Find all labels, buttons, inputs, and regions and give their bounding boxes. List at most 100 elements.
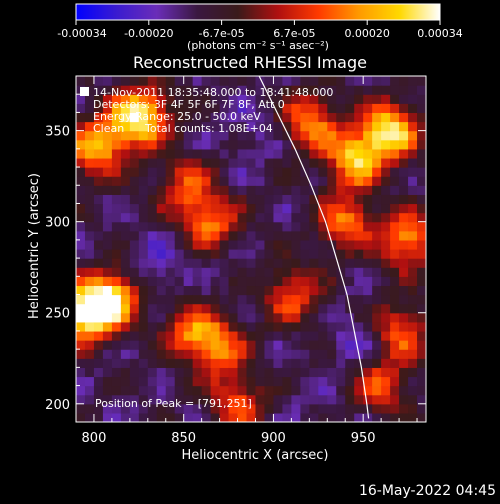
heatmap-cell <box>147 94 158 104</box>
heatmap-cell <box>345 121 355 132</box>
heatmap-cell <box>273 76 284 86</box>
heatmap-cell <box>210 121 221 132</box>
heatmap-cell <box>237 85 248 95</box>
heatmap-cell <box>273 203 284 214</box>
heatmap-cell <box>363 276 373 287</box>
heatmap-cell <box>156 121 167 132</box>
heatmap-cell <box>219 367 230 378</box>
colorbar-tick-label: -0.00020 <box>124 27 173 40</box>
heatmap-cell <box>336 303 346 314</box>
heatmap-cell <box>282 249 292 259</box>
heatmap-cell <box>408 258 418 268</box>
heatmap-cell <box>264 167 275 177</box>
heatmap-cell <box>192 385 203 396</box>
heatmap-cell <box>219 340 230 350</box>
heatmap-cell <box>327 312 337 323</box>
heatmap-cell <box>76 258 86 268</box>
heatmap-cell <box>246 94 257 104</box>
heatmap-cell <box>111 367 122 378</box>
heatmap-cell <box>282 412 292 422</box>
heatmap-cell <box>84 385 95 396</box>
heatmap-cell <box>183 349 194 359</box>
heatmap-cell <box>102 403 113 414</box>
heatmap-cell <box>255 285 266 296</box>
heatmap-cell <box>408 385 418 396</box>
heatmap-cell <box>165 412 176 422</box>
heatmap-cell <box>210 167 221 177</box>
heatmap-cell <box>138 139 149 150</box>
heatmap-cell <box>282 167 292 177</box>
heatmap-cell <box>336 103 346 114</box>
heatmap-cell <box>228 221 239 232</box>
heatmap-cell <box>228 358 239 368</box>
heatmap-cell <box>264 303 275 314</box>
heatmap-cell <box>246 85 257 95</box>
heatmap-cell <box>336 76 346 86</box>
heatmap-cell <box>264 194 275 205</box>
heatmap-cell <box>183 358 194 368</box>
heatmap-cell <box>183 376 194 387</box>
heatmap-cell <box>120 367 131 378</box>
heatmap-cell <box>318 267 328 277</box>
heatmap-cell <box>210 148 221 159</box>
heatmap-cell <box>192 258 203 268</box>
heatmap-cell <box>156 185 167 195</box>
heatmap-cell <box>228 385 239 396</box>
heatmap-cell <box>390 294 400 305</box>
heatmap-cell <box>165 258 176 268</box>
heatmap-cell <box>183 249 194 259</box>
heatmap-cell <box>264 249 275 259</box>
heatmap-cell <box>76 230 86 241</box>
heatmap-cell <box>237 385 248 396</box>
heatmap-cell <box>354 130 364 141</box>
heatmap-cell <box>282 349 292 359</box>
heatmap-cell <box>327 367 337 378</box>
heatmap-cell <box>174 239 185 250</box>
heatmap-cell <box>417 112 426 123</box>
heatmap-cell <box>183 340 194 350</box>
heatmap-cell <box>156 376 167 387</box>
heatmap-cell <box>84 103 95 114</box>
heatmap-cell <box>165 130 176 141</box>
heatmap-cell <box>219 349 230 359</box>
heatmap-cell <box>282 340 292 350</box>
heatmap-cell <box>111 330 122 341</box>
heatmap-cell <box>219 139 230 150</box>
heatmap-cell <box>372 340 382 350</box>
heatmap-cell <box>147 303 158 314</box>
heatmap-cell <box>165 212 176 223</box>
heatmap-cell <box>147 194 158 205</box>
heatmap-cell <box>318 76 328 86</box>
heatmap-cell <box>354 157 364 168</box>
heatmap-cell <box>237 103 248 114</box>
heatmap-cell <box>381 340 391 350</box>
heatmap-cell <box>183 312 194 323</box>
heatmap-cell <box>138 176 149 186</box>
heatmap-cell <box>156 203 167 214</box>
heatmap-cell <box>372 194 382 205</box>
heatmap-cell <box>282 358 292 368</box>
heatmap-cell <box>309 330 319 341</box>
heatmap-cell <box>417 94 426 104</box>
heatmap-cell <box>282 103 292 114</box>
heatmap-cell <box>372 157 382 168</box>
heatmap-cell <box>138 312 149 323</box>
heatmap-cell <box>93 330 104 341</box>
heatmap-cell <box>282 94 292 104</box>
heatmap-cell <box>300 221 310 232</box>
heatmap-cell <box>399 148 409 159</box>
heatmap-cell <box>147 258 158 268</box>
heatmap-cell <box>318 230 328 241</box>
heatmap-cell <box>237 121 248 132</box>
heatmap-cell <box>210 221 221 232</box>
heatmap-cell <box>93 249 104 259</box>
heatmap-cell <box>84 76 95 86</box>
heatmap-cell <box>228 239 239 250</box>
heatmap-cell <box>111 412 122 422</box>
heatmap-cell <box>228 258 239 268</box>
heatmap-cell <box>165 358 176 368</box>
heatmap-cell <box>345 148 355 159</box>
heatmap-cell <box>192 212 203 223</box>
heatmap-cell <box>336 167 346 177</box>
heatmap-cell <box>111 139 122 150</box>
